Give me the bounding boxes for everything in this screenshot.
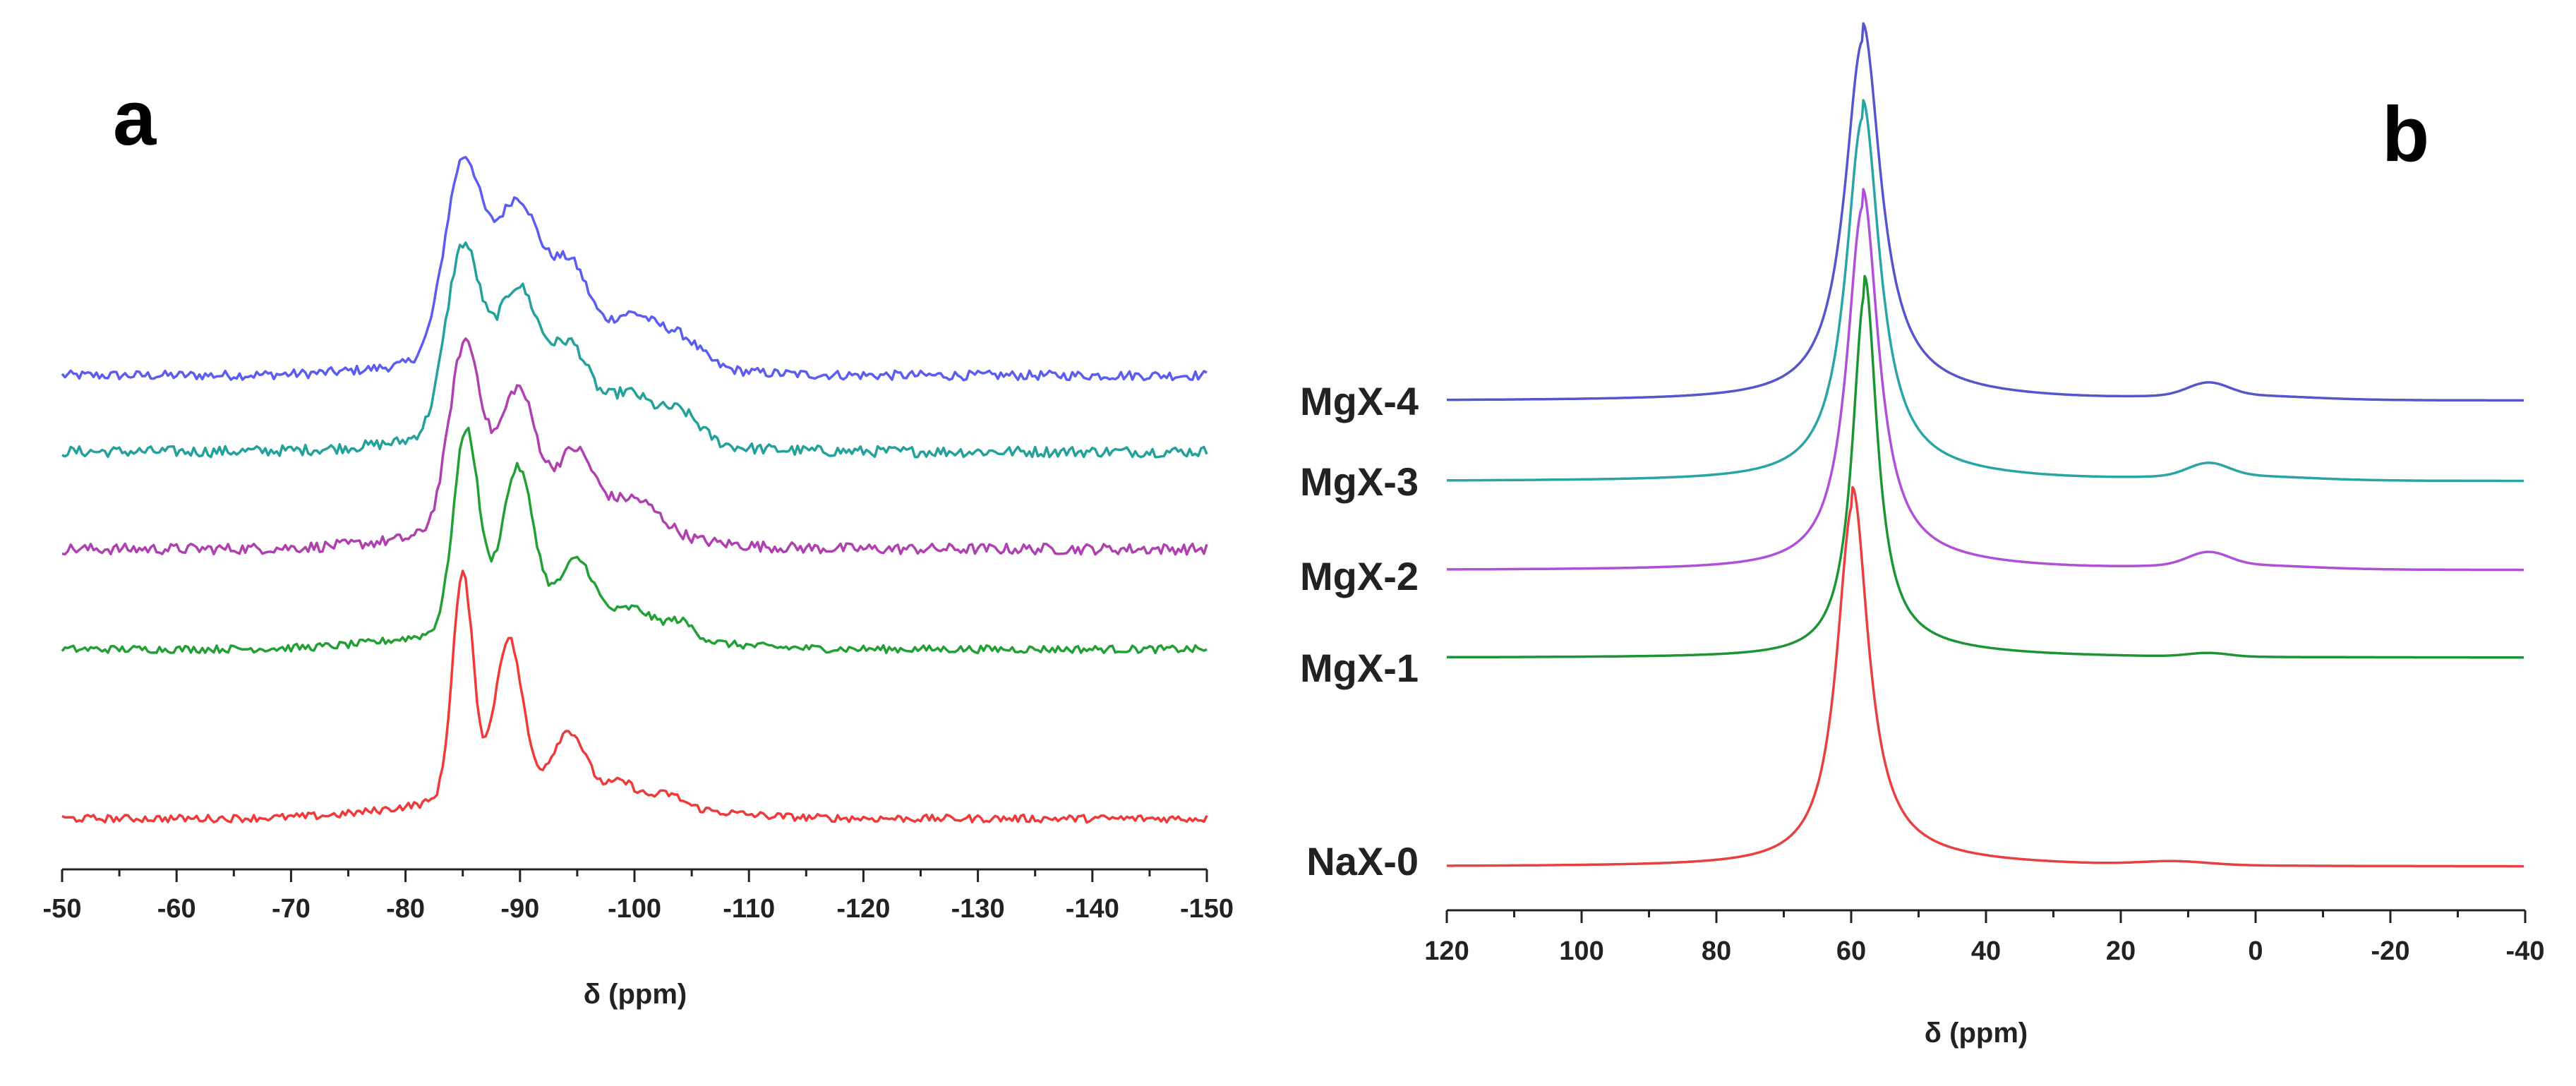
panel-b-series-mgx-2 (1447, 188, 2524, 572)
panel-b-tick-label: -20 (2371, 936, 2410, 966)
panel-b-chart: b MgX-4 MgX-3 MgX-2 MgX-1 NaX-0 120 100 80 60 40… (1300, 22, 2544, 1049)
panel-a-tick-label: -70 (272, 894, 311, 924)
panel-b-tick-label: 80 (1702, 936, 1731, 966)
series-label-mgx-4: MgX-4 (1300, 379, 1419, 423)
series-label-mgx-1: MgX-1 (1300, 646, 1419, 690)
panel-b-tick-label: 60 (1836, 936, 1866, 966)
panel-a-tick-label: -60 (157, 894, 196, 924)
panel-a-series-nax-0 (61, 569, 1208, 824)
panel-a-tick-label: -50 (43, 894, 82, 924)
panel-a-tick-label: -150 (1180, 894, 1234, 924)
panel-b-x-axis-title: δ (ppm) (1925, 1018, 2028, 1049)
panel-a-ticks: -50 -60 -70 -80 -90 -100 -110 -120 -130 -140 -150 (43, 869, 1234, 924)
panel-b-series-group (1446, 22, 2524, 868)
panel-b-series-labels: MgX-4 MgX-3 MgX-2 MgX-1 NaX-0 (1300, 379, 1419, 883)
panel-b-tick-label: 20 (2106, 936, 2136, 966)
series-label-nax-0: NaX-0 (1306, 839, 1419, 883)
panel-b-series-nax-0 (1447, 485, 2524, 868)
panel-a-tick-label: -130 (951, 894, 1005, 924)
panel-b-tick-label: 120 (1424, 936, 1469, 966)
panel-a-tick-label: -100 (608, 894, 661, 924)
panel-b-ticks: 120 100 80 60 40 20 0 -20 -40 (1424, 910, 2544, 966)
panel-a-tick-label: -90 (500, 894, 539, 924)
panel-a-letter: a (113, 75, 157, 162)
panel-a-series-mgx-3 (61, 241, 1208, 459)
panel-a-tick-label: -120 (836, 894, 890, 924)
panel-a-tick-label: -80 (386, 894, 425, 924)
panel-b-tick-label: -40 (2506, 936, 2545, 966)
series-label-mgx-3: MgX-3 (1300, 459, 1419, 504)
panel-a-x-axis-title: δ (ppm) (584, 979, 687, 1010)
panel-a-chart: a -50 -60 -70 -80 -90 -100 -110 -120 -130 -140 -15… (43, 75, 1234, 1010)
panel-a-tick-label: -140 (1066, 894, 1119, 924)
panel-b-series-mgx-3 (1447, 99, 2524, 483)
panel-b-series-mgx-1 (1446, 274, 2524, 659)
panel-a-tick-label: -110 (723, 894, 775, 924)
panel-b-tick-label: 100 (1559, 936, 1603, 966)
panel-a-series-mgx-1 (61, 426, 1208, 655)
panel-a-series-mgx-4 (61, 155, 1208, 382)
panel-b-tick-label: 0 (2248, 936, 2263, 966)
panel-a-series-group (61, 155, 1208, 824)
panel-b-tick-label: 40 (1971, 936, 2001, 966)
panel-b-series-mgx-4 (1447, 22, 2524, 402)
panel-b-letter: b (2382, 91, 2429, 178)
panel-a-series-mgx-2 (61, 337, 1208, 556)
series-label-mgx-2: MgX-2 (1300, 554, 1419, 598)
